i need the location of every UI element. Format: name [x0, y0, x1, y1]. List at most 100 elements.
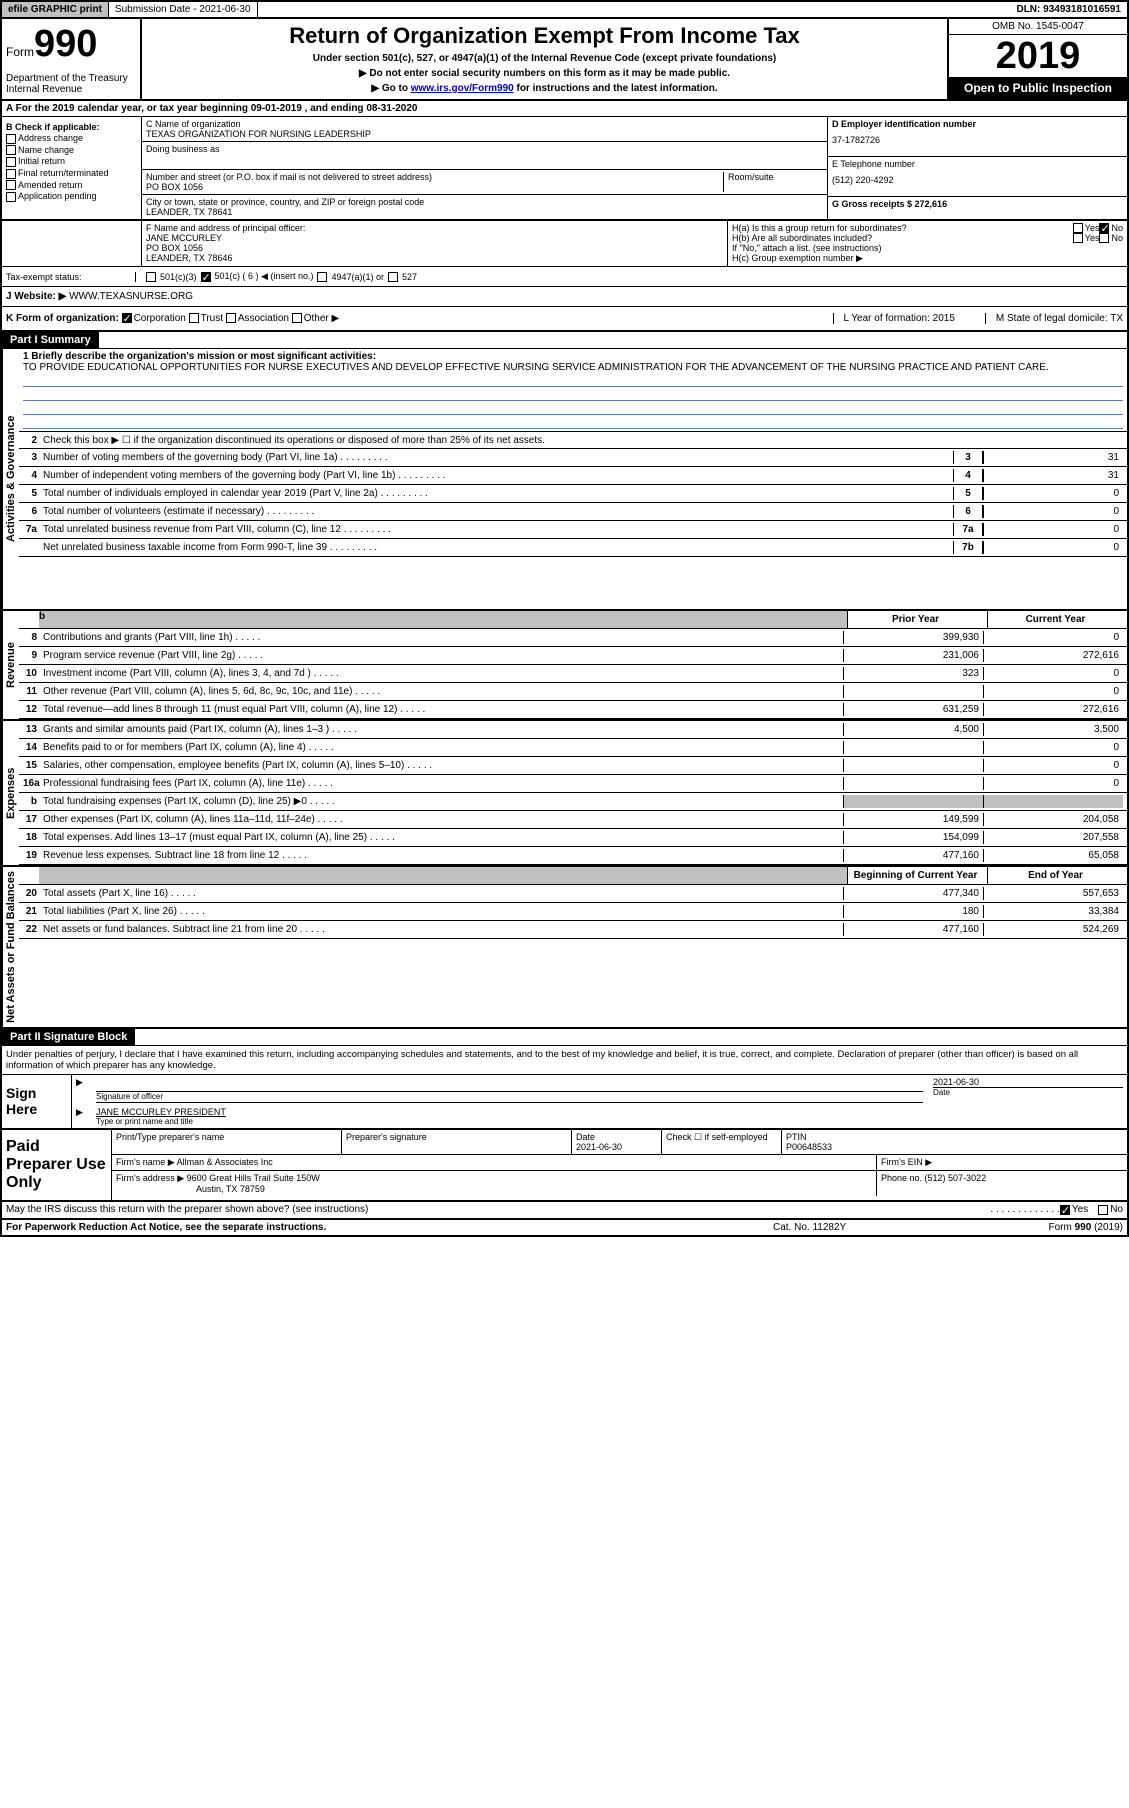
footer-mid: Cat. No. 11282Y	[773, 1222, 973, 1233]
opt-pending: Application pending	[18, 191, 97, 201]
ha-yes: Yes	[1085, 223, 1100, 233]
firm-ein-label: Firm's EIN ▶	[877, 1155, 1127, 1170]
firm-name: Allman & Associates Inc	[177, 1157, 273, 1167]
ein-value: 37-1782726	[832, 135, 1123, 145]
gross-receipts: G Gross receipts $ 272,616	[828, 197, 1127, 211]
dln-number: DLN: 93493181016591	[1010, 2, 1127, 17]
form-number: 990	[34, 23, 97, 65]
sign-here-label: Sign Here	[2, 1075, 72, 1128]
chk-527[interactable]	[388, 272, 398, 282]
chk-final[interactable]	[6, 169, 16, 179]
year-formation: L Year of formation: 2015	[833, 313, 965, 324]
addr-label: Number and street (or P.O. box if mail i…	[146, 172, 723, 182]
subtitle-3a: ▶ Go to	[371, 83, 410, 94]
opt-amended: Amended return	[18, 180, 83, 190]
chk-discuss-no[interactable]	[1098, 1205, 1108, 1215]
chk-501c3[interactable]	[146, 272, 156, 282]
row-j-website: J Website: ▶ WWW.TEXASNURSE.ORG	[2, 287, 1127, 307]
discuss-question: May the IRS discuss this return with the…	[6, 1204, 990, 1215]
discuss-no: No	[1110, 1204, 1123, 1215]
part2-header: Part II Signature Block	[2, 1029, 135, 1045]
chk-initial[interactable]	[6, 157, 16, 167]
opt-527: 527	[402, 272, 417, 282]
org-name-label: C Name of organization	[146, 119, 823, 129]
declaration-text: Under penalties of perjury, I declare th…	[2, 1046, 1127, 1075]
firm-addr1: 9600 Great Hills Trail Suite 150W	[187, 1173, 320, 1183]
chk-address-change[interactable]	[6, 134, 16, 144]
firm-phone: Phone no. (512) 507-3022	[877, 1171, 1127, 1196]
ptin-label: PTIN	[786, 1132, 807, 1142]
paid-preparer-label: Paid Preparer Use Only	[2, 1130, 112, 1200]
city-label: City or town, state or province, country…	[146, 197, 823, 207]
hb-no: No	[1111, 233, 1123, 243]
prep-date-label: Date	[576, 1132, 595, 1142]
opt-trust: Trust	[201, 313, 223, 324]
chk-name-change[interactable]	[6, 145, 16, 155]
org-address: PO BOX 1056	[146, 182, 723, 192]
row-i-tax-status: Tax-exempt status: 501(c)(3) 501(c) ( 6 …	[2, 267, 1127, 287]
ptin-value: P00648533	[786, 1142, 832, 1152]
hdr-curr: Current Year	[987, 611, 1127, 628]
officer-addr2: LEANDER, TX 78646	[146, 253, 723, 263]
opt-501c: 501(c) ( 6 ) ◀ (insert no.)	[215, 271, 314, 282]
part-2: Part II Signature Block Under penalties …	[2, 1029, 1127, 1220]
chk-hb-yes[interactable]	[1073, 233, 1083, 243]
form-header: Form990 Department of the Treasury Inter…	[2, 19, 1127, 101]
hb-label: H(b) Are all subordinates included?	[732, 233, 1073, 243]
efile-print-button[interactable]: efile GRAPHIC print	[2, 2, 109, 17]
tax-exempt-label: Tax-exempt status:	[6, 272, 136, 282]
chk-ha-yes[interactable]	[1073, 223, 1083, 233]
chk-corp[interactable]	[122, 313, 132, 323]
phone-label: E Telephone number	[832, 159, 1123, 169]
label-governance: Activities & Governance	[2, 349, 19, 609]
chk-discuss-yes[interactable]	[1060, 1205, 1070, 1215]
irs-link[interactable]: www.irs.gov/Form990	[411, 83, 514, 94]
row-k-org-form: K Form of organization: Corporation Trus…	[2, 307, 1127, 332]
submission-date: Submission Date - 2021-06-30	[109, 2, 258, 17]
dept-treasury: Department of the Treasury	[6, 73, 136, 84]
label-expenses: Expenses	[2, 721, 19, 865]
k-label: K Form of organization:	[6, 313, 119, 324]
chk-ha-no[interactable]	[1099, 223, 1109, 233]
subtitle-3b: for instructions and the latest informat…	[514, 83, 718, 94]
chk-amended[interactable]	[6, 180, 16, 190]
prep-name-label: Print/Type preparer's name	[116, 1132, 224, 1142]
dept-irs: Internal Revenue	[6, 84, 136, 95]
org-name: TEXAS ORGANIZATION FOR NURSING LEADERSHI…	[146, 129, 823, 139]
firm-addr-label: Firm's address ▶	[116, 1173, 184, 1183]
check-self-employed: Check ☐ if self-employed	[662, 1130, 782, 1154]
prep-sig-label: Preparer's signature	[346, 1132, 427, 1142]
officer-name-title: JANE MCCURLEY PRESIDENT	[96, 1107, 1123, 1117]
firm-name-label: Firm's name ▶	[116, 1157, 175, 1167]
chk-4947[interactable]	[317, 272, 327, 282]
officer-name: JANE MCCURLEY	[146, 233, 723, 243]
chk-assoc[interactable]	[226, 313, 236, 323]
ha-no: No	[1111, 223, 1123, 233]
sig-date: 2021-06-30	[933, 1077, 1123, 1087]
chk-pending[interactable]	[6, 192, 16, 202]
opt-assoc: Association	[238, 313, 289, 324]
dba-label: Doing business as	[146, 144, 823, 154]
public-inspection: Open to Public Inspection	[949, 77, 1127, 99]
label-netassets: Net Assets or Fund Balances	[2, 867, 19, 1027]
top-bar: efile GRAPHIC print Submission Date - 20…	[2, 2, 1127, 19]
entity-info-grid: B Check if applicable: Address change Na…	[2, 117, 1127, 221]
opt-501c3: 501(c)(3)	[160, 272, 197, 282]
line1-label: 1 Briefly describe the organization's mi…	[23, 351, 1123, 362]
hb-yes: Yes	[1085, 233, 1100, 243]
sig-officer-label: Signature of officer	[96, 1091, 923, 1101]
firm-addr2: Austin, TX 78759	[196, 1184, 265, 1194]
chk-other[interactable]	[292, 313, 302, 323]
line1-text: TO PROVIDE EDUCATIONAL OPPORTUNITIES FOR…	[23, 362, 1123, 373]
chk-501c[interactable]	[201, 272, 211, 282]
subtitle-2: ▶ Do not enter social security numbers o…	[152, 68, 937, 79]
col-b-label: B Check if applicable:	[6, 122, 137, 132]
phone-value: (512) 220-4292	[832, 175, 1123, 185]
ha-label: H(a) Is this a group return for subordin…	[732, 223, 1073, 233]
chk-trust[interactable]	[189, 313, 199, 323]
form-990-page: efile GRAPHIC print Submission Date - 20…	[0, 0, 1129, 1237]
line2-text: Check this box ▶ ☐ if the organization d…	[43, 435, 1123, 446]
footer-right: Form 990 (2019)	[973, 1222, 1123, 1233]
opt-4947: 4947(a)(1) or	[331, 272, 384, 282]
footer-left: For Paperwork Reduction Act Notice, see …	[6, 1222, 773, 1233]
